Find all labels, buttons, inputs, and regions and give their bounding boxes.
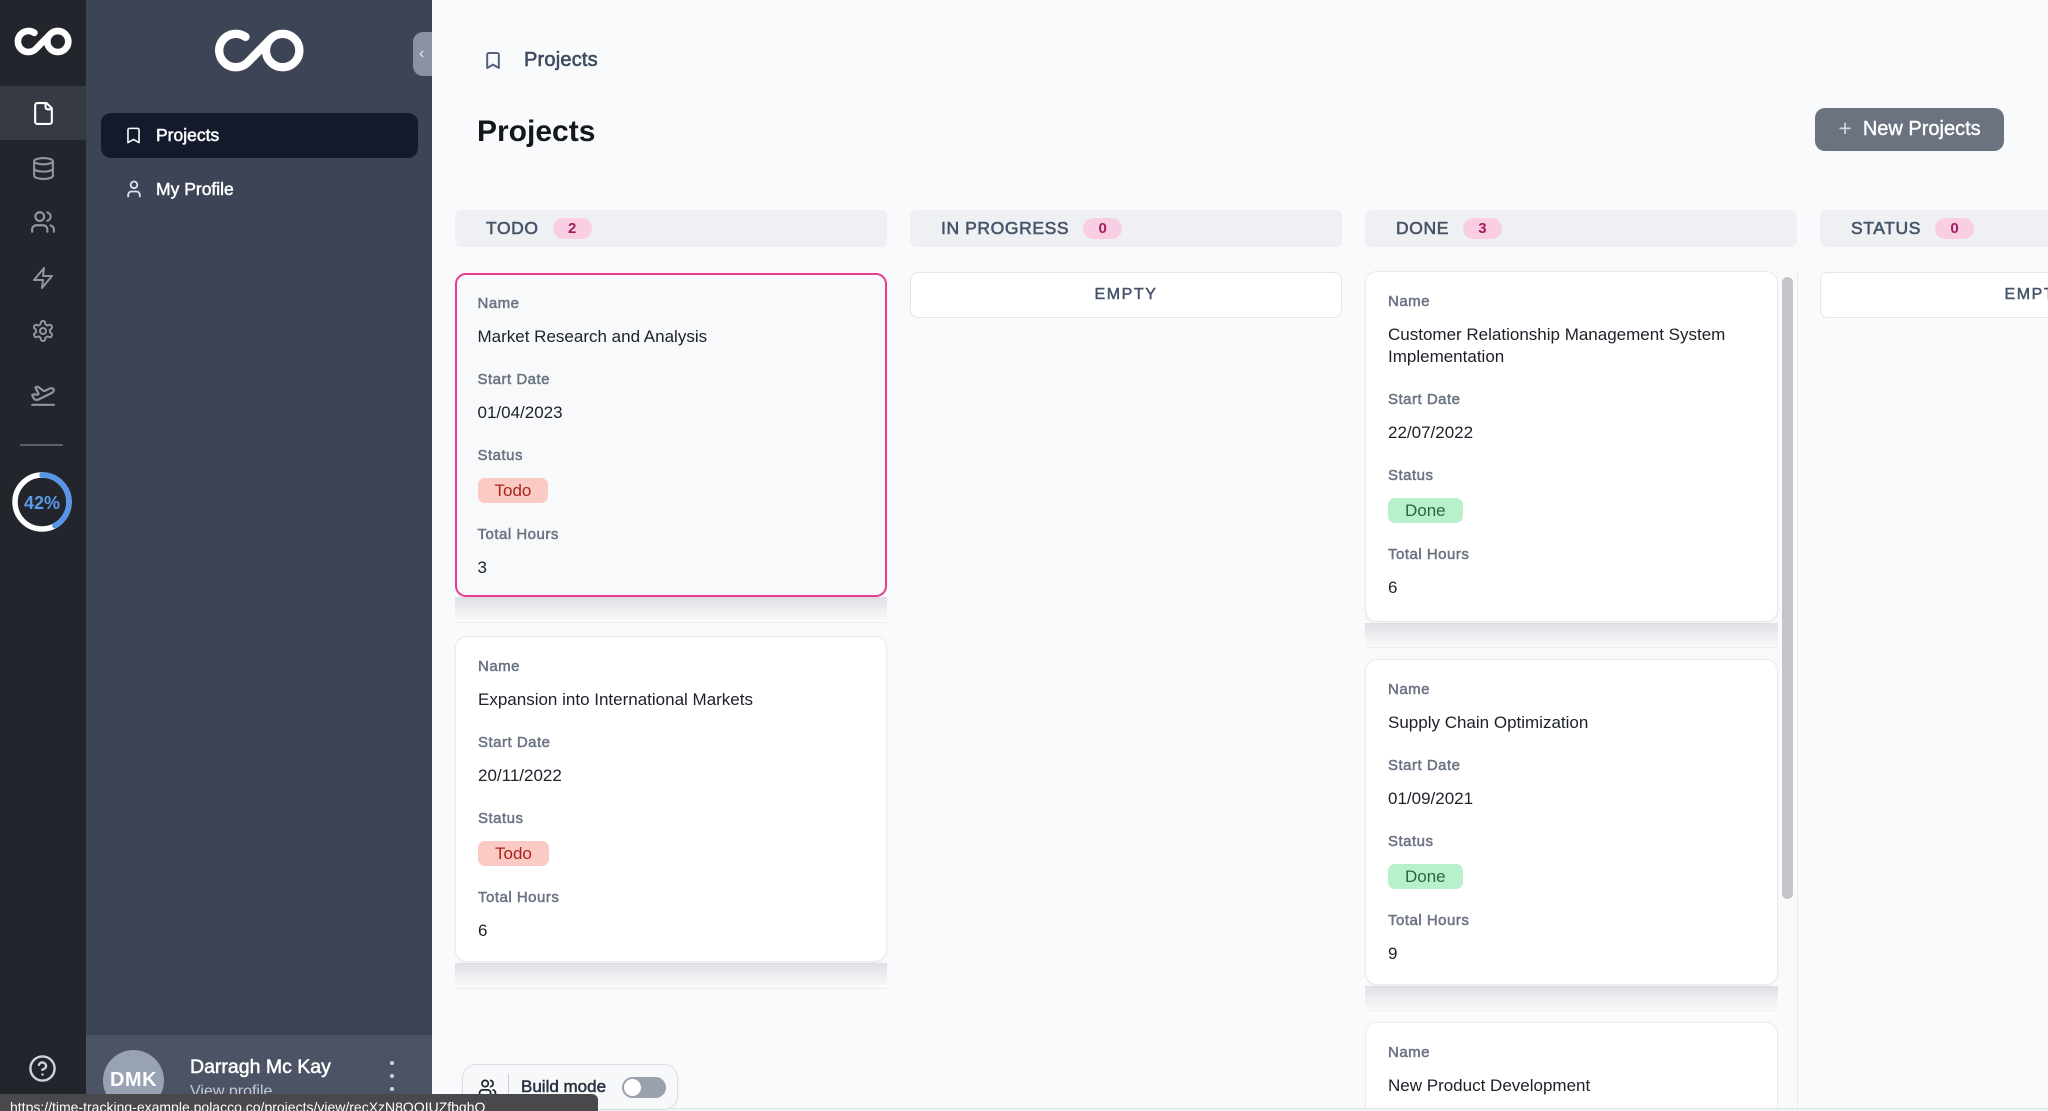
svg-text:42%: 42% bbox=[24, 493, 60, 513]
